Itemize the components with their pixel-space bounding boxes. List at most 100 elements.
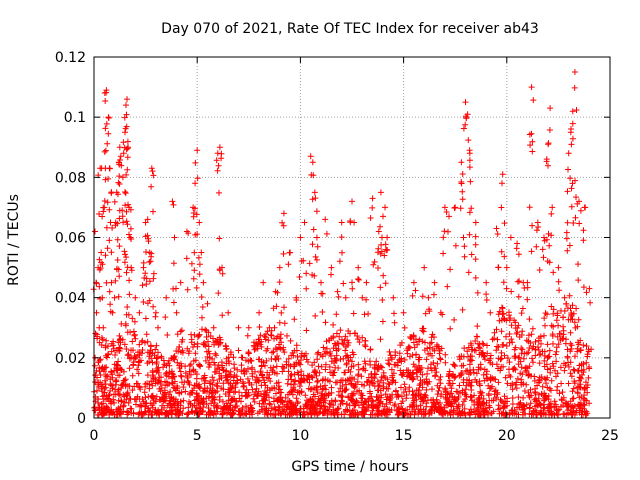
data-point: [433, 369, 440, 376]
data-point: [394, 407, 401, 414]
data-point: [211, 339, 218, 346]
data-point: [121, 399, 128, 406]
data-point: [533, 411, 539, 418]
data-point: [569, 388, 576, 395]
data-point: [489, 336, 496, 343]
data-point: [310, 391, 317, 398]
data-point: [388, 407, 395, 413]
data-point: [459, 171, 466, 177]
data-point: [126, 231, 132, 238]
data-point: [512, 319, 519, 326]
data-point: [328, 384, 335, 391]
data-point: [559, 389, 566, 396]
data-point: [504, 380, 511, 387]
data-point: [216, 267, 223, 274]
data-point: [400, 309, 407, 316]
data-point: [167, 388, 174, 395]
data-point: [369, 407, 376, 414]
data-point: [519, 305, 526, 312]
data-point: [542, 395, 549, 402]
data-point: [543, 236, 550, 243]
data-point: [391, 319, 398, 326]
data-point: [149, 404, 156, 411]
data-point: [507, 315, 514, 322]
data-point: [512, 408, 519, 415]
data-point: [528, 130, 535, 137]
data-point: [168, 411, 175, 418]
data-point: [334, 340, 341, 347]
data-point: [413, 351, 419, 358]
data-point: [486, 397, 493, 404]
data-point: [564, 219, 571, 226]
data-point: [409, 292, 416, 299]
data-point: [478, 392, 485, 399]
data-point: [261, 379, 268, 386]
data-point: [269, 349, 275, 356]
data-point: [451, 205, 458, 211]
data-point: [184, 286, 191, 293]
data-point: [266, 371, 273, 378]
data-point: [384, 246, 391, 253]
x-tick-label: 10: [291, 428, 309, 444]
data-point: [106, 288, 113, 295]
data-point: [235, 347, 242, 354]
data-point: [483, 291, 490, 298]
data-point: [339, 249, 345, 256]
data-point: [303, 285, 310, 292]
data-point: [468, 342, 475, 349]
data-point: [194, 340, 201, 347]
data-point: [281, 304, 287, 311]
data-point: [312, 312, 319, 319]
data-point: [305, 385, 312, 392]
data-point: [500, 341, 507, 348]
data-point: [216, 366, 223, 373]
data-point: [179, 379, 185, 386]
data-point: [341, 369, 348, 376]
data-point: [471, 392, 478, 399]
data-point: [460, 234, 467, 241]
data-point: [480, 411, 487, 418]
data-point: [560, 335, 567, 342]
data-point: [429, 386, 435, 393]
data-point: [231, 374, 237, 381]
data-point: [410, 376, 417, 382]
data-point: [265, 407, 272, 414]
data-point: [362, 343, 369, 350]
data-point: [399, 372, 406, 379]
data-point: [313, 386, 320, 393]
data-point: [215, 290, 222, 297]
data-point: [444, 283, 451, 290]
data-point: [171, 385, 178, 392]
data-point: [274, 370, 280, 377]
data-point: [132, 294, 139, 301]
data-point: [174, 331, 181, 338]
data-point: [262, 397, 269, 404]
data-point: [192, 350, 199, 357]
data-point: [375, 407, 382, 414]
data-point: [323, 230, 330, 237]
data-point: [285, 368, 292, 375]
data-point: [143, 331, 150, 338]
data-point: [322, 348, 329, 355]
data-point: [111, 367, 118, 374]
data-point: [514, 375, 521, 382]
data-point: [102, 377, 108, 384]
data-point: [388, 354, 395, 361]
data-point: [275, 344, 282, 351]
data-point: [154, 409, 161, 416]
data-point: [215, 162, 222, 169]
data-point: [116, 332, 123, 339]
data-point: [535, 224, 542, 230]
data-point: [565, 380, 572, 387]
data-point: [281, 349, 288, 356]
data-point: [202, 387, 209, 394]
data-point: [144, 360, 151, 367]
data-point: [406, 403, 413, 410]
data-point: [585, 346, 592, 353]
data-point: [328, 352, 334, 359]
data-point: [293, 395, 300, 402]
data-point: [362, 337, 369, 344]
y-tick-label: 0: [77, 411, 86, 427]
data-point: [223, 410, 230, 417]
data-point: [526, 204, 533, 211]
